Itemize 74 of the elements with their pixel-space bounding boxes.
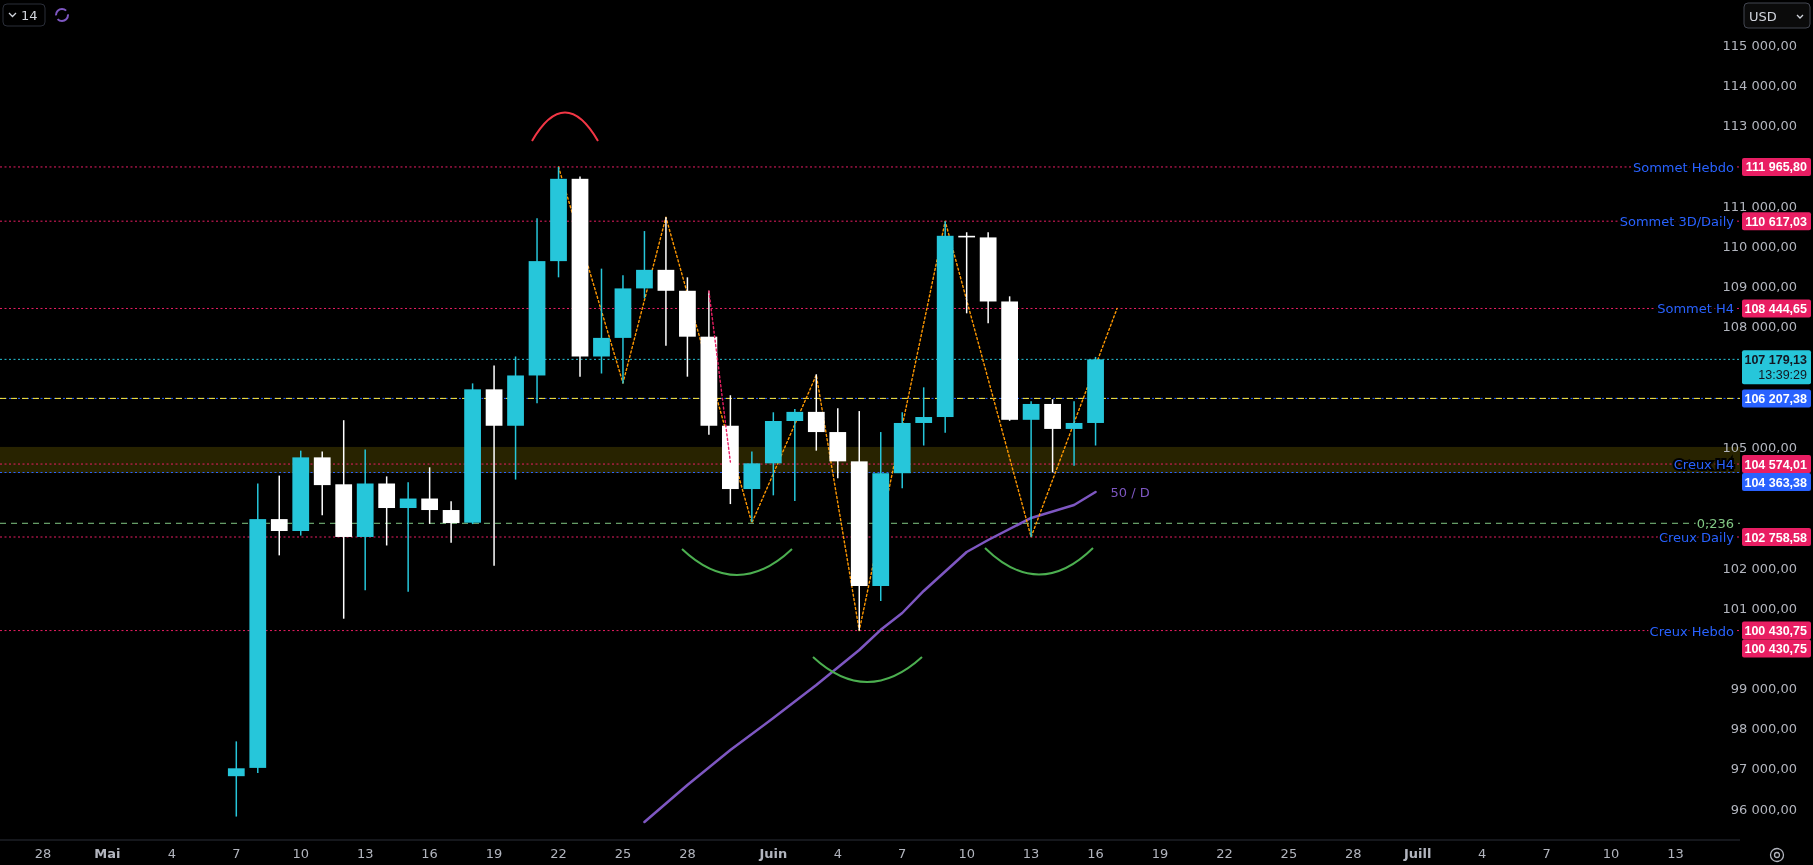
text: USD [1749,9,1777,24]
x-tick-label: 25 [1280,846,1298,861]
x-tick-label: Juill [1403,846,1432,861]
y-tick-label: 102 000,00 [1722,560,1797,576]
x-tick-label: 4 [1478,846,1487,861]
x-tick-label: 7 [898,846,907,861]
x-tick-label: 28 [34,846,52,861]
x-tick-label: Juin [758,846,788,861]
text: 100 430,75 [1744,642,1808,657]
annotation: Sommet 3D/Daily [1619,214,1735,230]
x-tick-label: 19 [1151,846,1169,861]
y-tick-label: 115 000,00 [1722,38,1797,54]
y-tick-label: 110 000,00 [1722,238,1797,254]
x-tick-label: 28 [1345,846,1362,861]
x-tick-label: 10 [958,846,975,861]
y-tick-label: 96 000,00 [1730,801,1797,817]
ref-line-label: 104 574,01 [1744,457,1808,472]
y-tick-label: 101 000,00 [1722,600,1797,616]
ref-line-label: 104 363,38 [1744,475,1808,490]
line-series [643,490,1097,824]
annotation: Creux Daily [1658,530,1735,546]
x-tick-label: 7 [232,846,241,861]
y-tick-label: 109 000,00 [1722,279,1797,295]
candlestick [227,740,245,818]
candlestick [636,230,653,300]
x-tick-label: 16 [421,846,438,861]
x-tick-label: 10 [292,846,310,861]
annotation: Creux H4 [1673,457,1734,473]
candlestick [786,408,804,502]
y-tick-label: 105 000,00 [1722,439,1797,455]
candlestick [657,216,675,347]
y-tick-label: 98 000,00 [1730,721,1797,737]
x-tick-label: 22 [1216,846,1233,861]
x-tick-label: 13 [1022,846,1040,861]
candlestick [270,474,288,557]
x-tick-label: 4 [833,846,842,861]
annotation: Sommet Hebdo [1633,159,1735,175]
series-label: 50 / D [1110,484,1150,500]
y-tick-label: 99 000,00 [1730,681,1797,697]
y-tick-label: 97 000,00 [1730,761,1797,777]
y-tick-label: 111 000,00 [1722,198,1797,214]
candlestick [1022,400,1040,538]
candlestick [421,466,439,525]
y-tick-label: 108 000,00 [1722,319,1797,335]
y-tick-label: 114 000,00 [1722,78,1797,94]
x-tick-label: 28 [679,846,696,861]
x-tick-label: 13 [356,846,374,861]
y-tick-label: 113 000,00 [1722,118,1797,134]
candlestick [399,481,417,593]
ref-line-label: 106 207,38 [1744,391,1808,406]
x-tick-label: 13 [1667,846,1684,861]
x-tick-label: 4 [167,846,176,861]
annotation: Creux Hebdo [1649,623,1735,639]
candlestick [442,500,460,544]
candlestick [807,373,825,452]
candlestick [1065,400,1083,467]
annotation: 14 [21,8,38,23]
annotation: 0,236 [1696,516,1734,532]
candlestick [915,386,933,447]
ref-line-label: 107 179,13 [1744,352,1808,367]
x-tick-label: 25 [614,846,632,861]
text: 13:39:29 [1758,368,1808,383]
x-tick-label: 16 [1087,846,1104,861]
ref-line-label: 111 965,80 [1745,160,1808,175]
x-tick-label: 7 [1542,846,1551,861]
annotation: Sommet H4 [1657,301,1734,317]
x-tick-label: 19 [485,846,503,861]
x-tick-label: 10 [1602,846,1620,861]
ref-line-label: 110 617,03 [1745,214,1808,229]
ref-line-label: 100 430,75 [1744,624,1808,639]
ref-line-label: 108 444,65 [1744,301,1808,316]
ref-line-label: 102 758,58 [1744,530,1808,545]
x-tick-label: 22 [550,846,567,861]
x-tick-label: Mai [94,846,121,861]
